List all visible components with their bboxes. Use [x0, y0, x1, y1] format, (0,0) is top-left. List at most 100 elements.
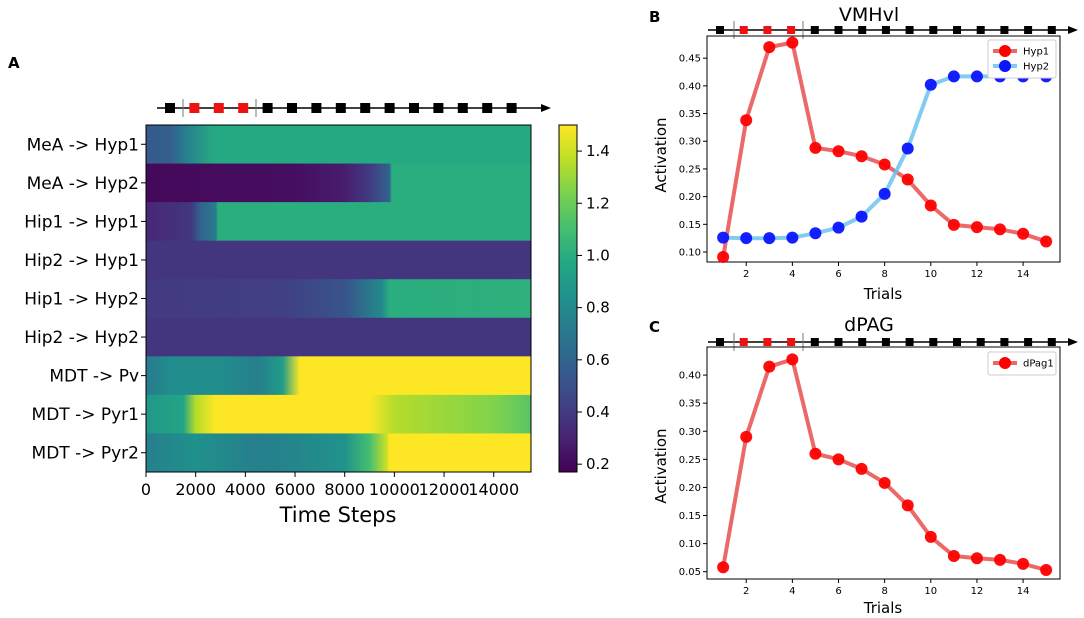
heatmap-row-cell	[146, 279, 531, 319]
heatmap-x-tick-label: 0	[141, 480, 151, 499]
x-tick-label: 2	[743, 269, 749, 280]
vmhvl-trial-marker	[810, 26, 819, 34]
vmhvl-trial-marker	[858, 26, 867, 34]
data-point-dpag1	[1017, 557, 1030, 570]
vmhvl-trial-marker	[716, 26, 724, 34]
dpag-trial-marker	[1000, 338, 1009, 346]
x-tick-label: 4	[789, 586, 795, 597]
data-point-hyp1	[809, 141, 822, 154]
panel-c-dpag: C dPAG 2 4 6 8 10 12 14 0.05 0.10 0.15 0.20 0.25 0.3…	[649, 314, 1078, 617]
data-point-hyp2	[786, 231, 799, 244]
vmhvl-legend: Hyp1 Hyp2	[987, 39, 1057, 79]
data-point-hyp2	[878, 187, 891, 200]
heatmap-trial-marker	[409, 103, 419, 113]
plot-frame	[706, 35, 1061, 263]
legend-label: dPag1	[1023, 359, 1054, 370]
x-tick-label: 14	[1017, 269, 1030, 280]
heatmap-trial-marker	[335, 103, 346, 113]
data-point-hyp1	[901, 173, 914, 186]
heatmap-row-label: MDT -> Pyr1	[32, 405, 139, 425]
data-point-hyp1	[878, 158, 891, 171]
vmhvl-y-label: Activation	[652, 117, 670, 192]
vmhvl-trial-marker	[905, 26, 914, 34]
colorbar-tick-label: 0.6	[586, 351, 610, 369]
dpag-trial-marker	[834, 338, 843, 346]
data-point-hyp2	[809, 227, 822, 240]
heatmap-row-label: Hip1 -> Hyp1	[24, 212, 139, 232]
x-tick-label: 8	[881, 586, 887, 597]
legend-swatch-marker	[999, 357, 1011, 369]
x-tick-label: 8	[881, 269, 887, 280]
data-point-dpag1	[924, 530, 937, 543]
legend-swatch-marker	[999, 60, 1011, 72]
y-tick-label: 0.10	[679, 539, 701, 550]
heatmap-row-labels: MeA -> Hyp1 MeA -> Hyp2 Hip1 -> Hyp1 Hip2 -…	[24, 135, 146, 464]
data-point-dpag1	[786, 353, 799, 366]
dpag-series	[717, 353, 1053, 577]
heatmap-trial-marker	[482, 103, 493, 113]
heatmap-row-label: MeA -> Hyp1	[27, 135, 139, 155]
series-line-dpag1	[721, 357, 1049, 572]
data-point-hyp2	[717, 231, 730, 244]
vmhvl-trial-marker	[881, 26, 890, 34]
panel-a-letter: A	[8, 54, 20, 72]
heatmap-row-cell	[146, 317, 531, 357]
heatmap-trial-marker	[238, 103, 249, 113]
colorbar-tick-label: 1.0	[586, 246, 610, 264]
dpag-trial-marker	[858, 338, 867, 346]
vmhvl-series	[717, 36, 1053, 264]
data-point-hyp1	[1017, 227, 1030, 240]
x-tick-label: 12	[971, 586, 984, 597]
data-point-hyp2	[947, 70, 960, 83]
vmhvl-trial-timeline	[708, 21, 1078, 39]
data-point-hyp1	[1040, 235, 1053, 248]
dpag-trial-marker	[763, 338, 772, 346]
y-tick-label: 0.30	[679, 427, 701, 438]
y-tick-label: 0.45	[679, 54, 701, 65]
data-point-hyp1	[924, 199, 937, 212]
dpag-trial-timeline	[708, 333, 1078, 351]
y-tick-label: 0.30	[679, 137, 701, 148]
heatmap-arrow-head	[541, 104, 551, 112]
dpag-x-label: Trials	[863, 599, 903, 617]
data-point-hyp1	[970, 221, 983, 234]
x-tick-label: 12	[971, 269, 984, 280]
dpag-trial-marker	[953, 338, 961, 346]
data-point-dpag1	[901, 499, 914, 512]
panel-b-vmhvl: B VMHvl 2 4 6 8 10 12 14 0.10 0.15 0.20 0.25 0.30 0.…	[649, 4, 1078, 303]
heatmap-x-tick-label: 14000	[468, 480, 519, 499]
dpag-legend: dPag1	[987, 351, 1057, 376]
heatmap-row-label: MeA -> Hyp2	[27, 174, 139, 194]
x-tick-label: 14	[1017, 586, 1030, 597]
heatmap-row-cell	[146, 356, 531, 396]
heatmap-row-label: MDT -> Pv	[49, 367, 139, 387]
heatmap-x-tick-label: 8000	[324, 480, 365, 499]
colorbar-tick-label: 1.4	[586, 142, 610, 160]
data-point-hyp2	[924, 78, 937, 91]
vmhvl-x-label: Trials	[863, 285, 903, 303]
heatmap-trial-marker	[287, 103, 297, 113]
dpag-arrow-head	[1068, 338, 1078, 346]
heatmap-row-cell	[146, 202, 531, 242]
data-point-dpag1	[994, 553, 1007, 566]
heatmap-trial-marker	[213, 103, 224, 113]
heatmap-trial-marker	[384, 103, 395, 113]
data-point-dpag1	[832, 453, 845, 466]
panel-a-heatmap: A MeA -> Hyp1 MeA -> Hyp2 Hip1 -> Hyp1 Hip2…	[8, 54, 610, 527]
y-tick-label: 0.05	[679, 567, 701, 578]
heatmap-x-tick-label: 6000	[275, 480, 316, 499]
x-tick-label: 6	[835, 586, 841, 597]
vmhvl-trial-marker	[1047, 26, 1056, 34]
data-point-hyp2	[763, 232, 776, 245]
dpag-axes: 2 4 6 8 10 12 14 0.05 0.10 0.15 0.20 0.25 0.30 0.35 0.…	[679, 346, 1061, 597]
x-tick-label: 6	[835, 269, 841, 280]
heatmap-trial-marker	[506, 103, 517, 113]
colorbar-tick-label: 1.2	[586, 194, 610, 212]
data-point-hyp2	[855, 210, 868, 223]
data-point-hyp1	[994, 223, 1007, 236]
legend-label: Hyp2	[1023, 62, 1049, 73]
data-point-dpag1	[740, 430, 753, 443]
data-point-dpag1	[970, 552, 983, 565]
y-tick-label: 0.40	[679, 81, 701, 92]
